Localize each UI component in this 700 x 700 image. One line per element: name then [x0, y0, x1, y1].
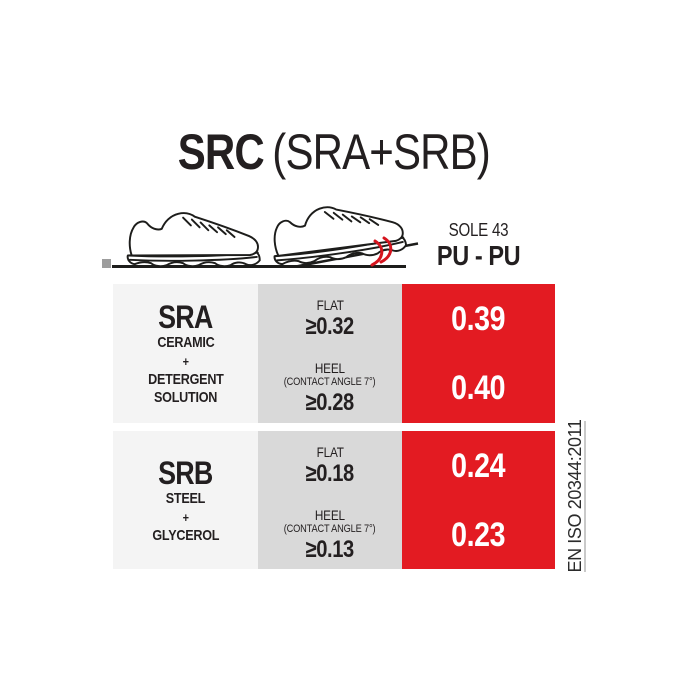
sra-requirements-cell: FLAT ≥0.32 HEEL (CONTACT ANGLE 7°) ≥0.28: [258, 284, 402, 423]
result-value: 0.24: [451, 446, 506, 485]
srb-flat-result: 0.24: [402, 431, 555, 500]
flat-shoe-icon: [126, 212, 261, 268]
sra-flat-result: 0.39: [402, 284, 555, 354]
ground-marker-square: [102, 259, 111, 268]
srb-heel-requirement: HEEL (CONTACT ANGLE 7°) ≥0.13: [258, 500, 402, 569]
title-src: SRC: [177, 124, 265, 180]
plus-sign: +: [182, 354, 189, 369]
sra-surface-line: DETERGENT: [147, 371, 224, 388]
contact-angle-note: (CONTACT ANGLE 7°): [284, 522, 376, 535]
table-row-sra: SRA CERAMIC + DETERGENT SOLUTION FLAT ≥0…: [113, 284, 555, 423]
flat-label: FLAT: [316, 297, 344, 314]
result-value: 0.23: [451, 515, 506, 554]
heel-label: HEEL: [314, 506, 346, 523]
srb-name: SRB: [158, 454, 213, 491]
sra-surface-line: SOLUTION: [153, 389, 218, 406]
srb-flat-requirement: FLAT ≥0.18: [258, 431, 402, 500]
sra-surface-cell: SRA CERAMIC + DETERGENT SOLUTION: [113, 284, 258, 423]
srb-requirements-cell: FLAT ≥0.18 HEEL (CONTACT ANGLE 7°) ≥0.13: [258, 431, 402, 569]
page-title: SRC (SRA+SRB): [113, 126, 555, 178]
srb-surface-line: GLYCEROL: [152, 526, 219, 544]
sole-info: SOLE 43 PU - PU: [402, 220, 555, 271]
plus-sign: +: [182, 509, 189, 525]
sra-surface-line: CERAMIC: [156, 334, 215, 351]
table-row-srb: SRB STEEL + GLYCEROL FLAT ≥0.18 HEEL (CO…: [113, 431, 555, 569]
title-suffix: (SRA+SRB): [272, 124, 491, 180]
contact-angle-note: (CONTACT ANGLE 7°): [284, 376, 376, 389]
sra-name: SRA: [158, 299, 213, 335]
heel-min-value: ≥0.28: [305, 389, 355, 417]
sole-material-label: PU - PU: [436, 240, 521, 271]
sra-results-cell: 0.39 0.40: [402, 284, 555, 423]
sra-heel-requirement: HEEL (CONTACT ANGLE 7°) ≥0.28: [258, 354, 402, 424]
srb-heel-result: 0.23: [402, 500, 555, 569]
srb-surface-line: STEEL: [165, 489, 206, 507]
sole-size-label: SOLE 43: [448, 220, 509, 240]
heel-label: HEEL: [314, 360, 346, 377]
standard-rule-line: [584, 421, 586, 572]
heel-min-value: ≥0.13: [305, 535, 355, 563]
shoe-pictograms: [102, 197, 419, 268]
flat-min-value: ≥0.18: [305, 460, 355, 487]
srb-results-cell: 0.24 0.23: [402, 431, 555, 569]
result-value: 0.40: [451, 369, 506, 408]
contact-angle-icon: [370, 236, 393, 267]
sra-heel-result: 0.40: [402, 354, 555, 424]
sra-flat-requirement: FLAT ≥0.32: [258, 284, 402, 354]
flat-label: FLAT: [316, 444, 344, 460]
flat-min-value: ≥0.32: [305, 313, 355, 341]
result-value: 0.39: [451, 299, 506, 338]
srb-surface-cell: SRB STEEL + GLYCEROL: [113, 431, 258, 569]
